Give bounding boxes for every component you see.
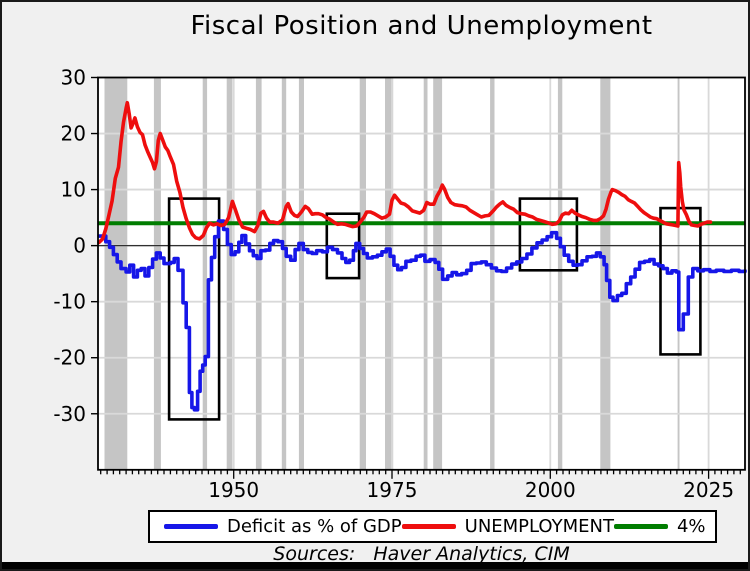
highlight-box (659, 206, 702, 356)
x-tick-label: 2000 (525, 478, 576, 502)
legend-item-target: 4% (613, 516, 706, 537)
sources-note: Sources: Haver Analytics, CIM (273, 543, 570, 565)
recession-band (385, 77, 394, 470)
x-tick-label: 1975 (367, 478, 418, 502)
recession-band (153, 77, 161, 470)
recession-band (255, 77, 262, 470)
legend-label-deficit: Deficit as % of GDP (227, 516, 402, 537)
recession-band (281, 77, 287, 470)
recession-band (423, 77, 428, 470)
recession-band (104, 77, 128, 470)
highlight-box (518, 197, 579, 272)
legend-item-deficit: Deficit as % of GDP (164, 516, 402, 537)
y-tick-label: -10 (53, 290, 86, 314)
unemployment-line-swatch-icon (401, 524, 456, 529)
y-tick-label: 0 (73, 234, 86, 258)
y-tick-label: 10 (61, 178, 86, 202)
plot-frame (97, 76, 746, 471)
recession-band (226, 77, 233, 470)
target-line-swatch-icon (613, 524, 668, 529)
y-tick-label: -20 (53, 346, 86, 370)
x-tick-label: 1950 (208, 478, 259, 502)
chart-title: Fiscal Position and Unemployment (190, 11, 653, 41)
y-tick-label: 20 (61, 122, 86, 146)
recession-band (557, 77, 563, 470)
y-tick-label: 30 (61, 66, 86, 90)
y-tick-label: -30 (53, 402, 86, 426)
recession-band (490, 77, 495, 470)
recession-band (359, 77, 366, 470)
recession-band (202, 77, 208, 470)
bottom-bar (2, 562, 748, 569)
legend-item-unemployment: UNEMPLOYMENT (401, 516, 614, 537)
highlight-box (167, 197, 221, 421)
deficit-line-swatch-icon (164, 524, 218, 529)
legend-label-target: 4% (676, 516, 706, 537)
legend: Deficit as % of GDP UNEMPLOYMENT 4% (148, 510, 717, 543)
recession-band (433, 77, 443, 470)
deficit-line (97, 219, 747, 412)
legend-label-unemployment: UNEMPLOYMENT (464, 516, 614, 537)
x-tick-label: 2025 (683, 478, 734, 502)
unemployment-line (97, 100, 713, 245)
recession-band (298, 77, 304, 470)
